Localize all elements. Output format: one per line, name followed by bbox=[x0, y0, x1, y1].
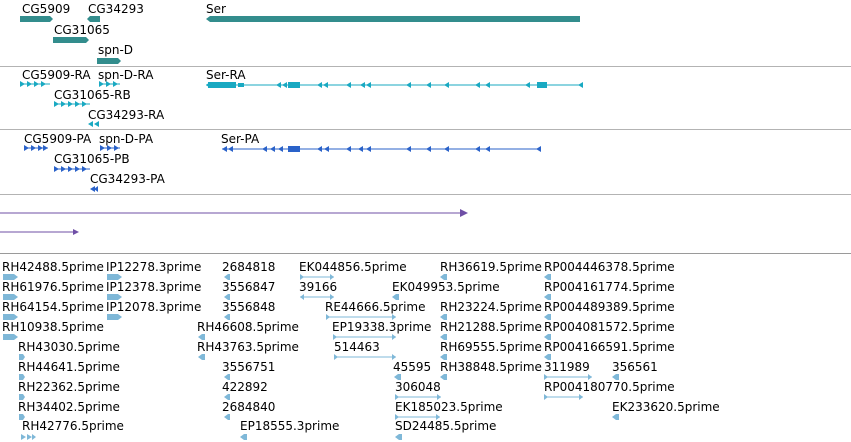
est-label[interactable]: EK233620.5prime bbox=[612, 400, 720, 414]
est-label[interactable]: RP004180770.5prime bbox=[544, 380, 675, 394]
est-label[interactable]: EK044856.5prime bbox=[299, 260, 407, 274]
est-label[interactable]: RH64154.5prime bbox=[2, 300, 104, 314]
est-label[interactable]: IP12078.3prime bbox=[106, 300, 202, 314]
est-label[interactable]: RH42776.5prime bbox=[22, 419, 124, 433]
est-label[interactable]: 2684818 bbox=[222, 260, 276, 274]
est-label[interactable]: RH42488.5prime bbox=[2, 260, 104, 274]
est-label[interactable]: RH43030.5prime bbox=[18, 340, 120, 354]
est-label[interactable]: EP18555.3prime bbox=[240, 419, 340, 433]
gene-bar-cg5909[interactable] bbox=[20, 16, 53, 22]
est-label[interactable]: IP12278.3prime bbox=[106, 260, 202, 274]
alignment-features[interactable] bbox=[0, 209, 468, 235]
gene-label-spn-d[interactable]: spn-D bbox=[98, 43, 134, 57]
gene-bar-spn-d[interactable] bbox=[97, 58, 121, 64]
gene-label-cg34293[interactable]: CG34293 bbox=[88, 2, 144, 16]
track-divider bbox=[0, 129, 851, 130]
est-label[interactable]: 3556751 bbox=[222, 360, 276, 374]
track-divider bbox=[0, 194, 851, 195]
gene-bar-cg31065[interactable] bbox=[53, 37, 89, 43]
est-label[interactable]: EP19338.3prime bbox=[332, 320, 432, 334]
est-label[interactable]: 306048 bbox=[395, 380, 441, 394]
est-label[interactable]: IP12378.3prime bbox=[106, 280, 202, 294]
est-label[interactable]: 311989 bbox=[544, 360, 590, 374]
est-label[interactable]: RP004489389.5prime bbox=[544, 300, 675, 314]
est-label[interactable]: 39166 bbox=[299, 280, 338, 294]
est-label[interactable]: RH10938.5prime bbox=[2, 320, 104, 334]
est-features[interactable] bbox=[3, 274, 619, 440]
track-divider bbox=[0, 253, 851, 254]
est-label[interactable]: RH36619.5prime bbox=[440, 260, 542, 274]
transcript-label-ser-ra[interactable]: Ser-RA bbox=[206, 68, 246, 82]
est-label[interactable]: RH44641.5prime bbox=[18, 360, 120, 374]
protein-label-cg31065-pb[interactable]: CG31065-PB bbox=[54, 152, 130, 166]
transcript-label-spn-d-ra[interactable]: spn-D-RA bbox=[98, 68, 154, 82]
transcript-label-cg31065-rb[interactable]: CG31065-RB bbox=[54, 88, 131, 102]
gene-label-cg31065[interactable]: CG31065 bbox=[54, 23, 110, 37]
est-label[interactable]: RH38848.5prime bbox=[440, 360, 542, 374]
est-label[interactable]: 514463 bbox=[334, 340, 380, 354]
est-label[interactable]: RP004166591.5prime bbox=[544, 340, 675, 354]
protein-label-ser-pa[interactable]: Ser-PA bbox=[221, 132, 260, 146]
est-label[interactable]: 356561 bbox=[612, 360, 658, 374]
est-label[interactable]: RP004161774.5prime bbox=[544, 280, 675, 294]
est-label[interactable]: RH43763.5prime bbox=[197, 340, 299, 354]
est-label[interactable]: RH69555.5prime bbox=[440, 340, 542, 354]
est-label[interactable]: 3556848 bbox=[222, 300, 276, 314]
est-label[interactable]: 422892 bbox=[222, 380, 268, 394]
est-label[interactable]: RH23224.5prime bbox=[440, 300, 542, 314]
est-label[interactable]: RH46608.5prime bbox=[197, 320, 299, 334]
est-label[interactable]: 3556847 bbox=[222, 280, 276, 294]
transcript-label-cg34293-ra[interactable]: CG34293-RA bbox=[88, 108, 165, 122]
protein-label-cg34293-pa[interactable]: CG34293-PA bbox=[90, 172, 165, 186]
est-label[interactable]: 2684840 bbox=[222, 400, 276, 414]
track-divider bbox=[0, 66, 851, 67]
gene-bar-cg34293[interactable] bbox=[87, 16, 100, 22]
est-label[interactable]: EK049953.5prime bbox=[392, 280, 500, 294]
gene-features[interactable] bbox=[20, 16, 580, 64]
transcript-label-cg5909-ra[interactable]: CG5909-RA bbox=[22, 68, 91, 82]
est-label[interactable]: RE44666.5prime bbox=[325, 300, 426, 314]
est-label[interactable]: RP004081572.5prime bbox=[544, 320, 675, 334]
gene-bar-ser[interactable] bbox=[206, 16, 580, 22]
est-label[interactable]: RH61976.5prime bbox=[2, 280, 104, 294]
est-label[interactable]: 45595 bbox=[393, 360, 432, 374]
transcript-features[interactable] bbox=[20, 81, 583, 127]
protein-label-cg5909-pa[interactable]: CG5909-PA bbox=[24, 132, 92, 146]
est-label[interactable]: EK185023.5prime bbox=[395, 400, 503, 414]
est-label[interactable]: RP004446378.5prime bbox=[544, 260, 675, 274]
gene-label-ser[interactable]: Ser bbox=[206, 2, 226, 16]
gene-label-cg5909[interactable]: CG5909 bbox=[22, 2, 71, 16]
est-label[interactable]: RH34402.5prime bbox=[18, 400, 120, 414]
est-label[interactable]: SD24485.5prime bbox=[395, 419, 497, 433]
est-label[interactable]: RH22362.5prime bbox=[18, 380, 120, 394]
protein-features[interactable] bbox=[24, 145, 541, 192]
protein-label-spn-d-pa[interactable]: spn-D-PA bbox=[99, 132, 154, 146]
est-label[interactable]: RH21288.5prime bbox=[440, 320, 542, 334]
